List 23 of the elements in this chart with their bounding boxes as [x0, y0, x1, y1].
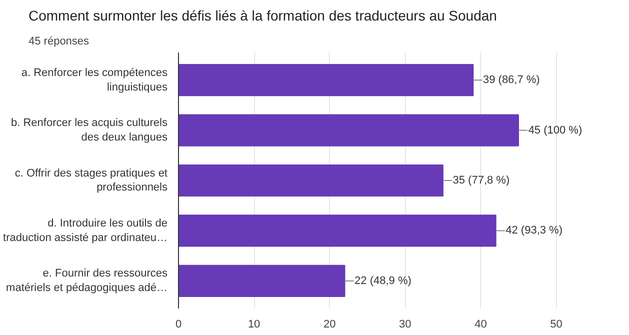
- data-label: 45 (100 %): [528, 124, 582, 136]
- bar: [178, 114, 519, 146]
- bar: [178, 264, 346, 297]
- data-label: 39 (86,7 %): [482, 74, 540, 86]
- bar: [178, 64, 474, 96]
- x-tick-label: 10: [248, 318, 260, 330]
- bar: [178, 164, 444, 197]
- y-tick-label: b. Renforcer les acquis culturels des deux langues: [10, 117, 168, 144]
- data-label: 35 (77,8 %): [452, 174, 510, 186]
- chart-title: Comment surmonter les défis liés à la formation des traducteurs au Soudan: [28, 8, 497, 24]
- bar: [178, 214, 496, 247]
- x-tick-label: 0: [175, 318, 182, 330]
- y-tick-label: c. Offrir des stages pratiques et professionnels: [14, 167, 168, 194]
- data-label: 22 (48,9 %): [354, 274, 412, 287]
- x-tick-label: 50: [550, 318, 562, 330]
- x-tick-label: 40: [474, 318, 487, 330]
- y-tick-label: a. Renforcer les compétences linguistiques: [21, 66, 168, 94]
- data-label: 42 (93,3 %): [506, 224, 563, 237]
- x-tick-label: 30: [399, 318, 412, 330]
- y-tick-label: e. Fournir des ressources matériels et pédagogiques adé…: [6, 268, 168, 294]
- y-tick-label: d. Introduire les outils de traduction assisté par ordinateu…: [3, 217, 168, 244]
- x-tick-label: 20: [323, 318, 336, 330]
- text: 45 réponses: [28, 36, 90, 48]
